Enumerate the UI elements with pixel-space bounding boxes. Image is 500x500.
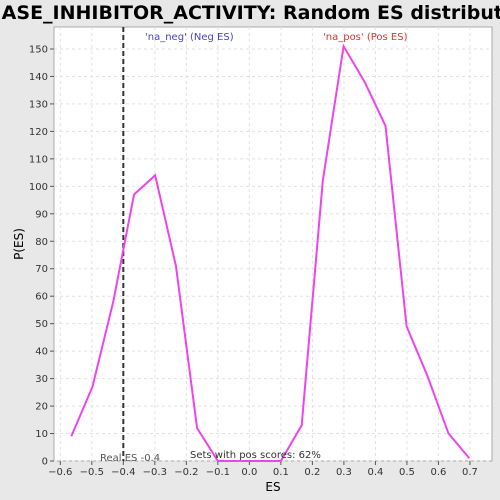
chart-title: KINASE_INHIBITOR_ACTIVITY: Random ES dis… xyxy=(0,2,500,24)
y-tick-label: 150 xyxy=(29,44,48,55)
y-tick-label: 40 xyxy=(35,347,48,358)
x-tick-label: 0.3 xyxy=(336,467,352,478)
neg-es-label: 'na_neg' (Neg ES) xyxy=(145,32,234,43)
grid-lines xyxy=(54,27,492,462)
y-axis-label: P(ES) xyxy=(12,228,26,260)
y-tick-label: 30 xyxy=(35,374,48,385)
y-tick-label: 130 xyxy=(29,99,48,110)
pos-scores-label: Sets with pos scores: 62% xyxy=(190,450,321,461)
y-axis: 0 10 20 30 40 50 60 70 80 90 100 110 120 130 140 150 xyxy=(29,44,54,468)
x-tick-label: 0.6 xyxy=(430,467,446,478)
x-tick-label: −0.2 xyxy=(174,467,198,478)
x-axis-label: ES xyxy=(265,480,280,494)
real-es-label: Real ES -0.4 xyxy=(100,453,160,464)
y-tick-label: 100 xyxy=(29,182,48,193)
plot-area xyxy=(53,26,493,462)
x-tick-label: −0.6 xyxy=(48,467,72,478)
x-tick-label: −0.1 xyxy=(206,467,230,478)
x-tick-label: 0.1 xyxy=(273,467,289,478)
pos-es-label: 'na_pos' (Pos ES) xyxy=(323,32,408,43)
x-tick-label: 0.0 xyxy=(241,467,257,478)
y-tick-label: 60 xyxy=(35,292,48,303)
y-tick-label: 120 xyxy=(29,127,48,138)
x-tick-label: −0.4 xyxy=(111,467,135,478)
y-tick-label: 50 xyxy=(35,319,48,330)
x-tick-label: −0.3 xyxy=(143,467,167,478)
x-tick-label: 0.4 xyxy=(367,467,383,478)
x-tick-label: −0.5 xyxy=(80,467,104,478)
y-tick-label: 90 xyxy=(35,209,48,220)
y-tick-label: 70 xyxy=(35,264,48,275)
y-tick-label: 0 xyxy=(42,457,48,468)
y-tick-label: 10 xyxy=(35,429,48,440)
x-tick-label: 0.5 xyxy=(399,467,415,478)
y-tick-label: 20 xyxy=(35,402,48,413)
es-series-line xyxy=(70,43,471,462)
y-tick-label: 110 xyxy=(29,154,48,165)
x-tick-label: 0.2 xyxy=(304,467,320,478)
x-axis: −0.6 −0.5 −0.4 −0.3 −0.2 −0.1 0.0 0.1 0.2 0.3 0.4 0… xyxy=(48,461,478,478)
y-tick-label: 140 xyxy=(29,72,48,83)
y-tick-label: 80 xyxy=(35,237,48,248)
x-tick-label: 0.7 xyxy=(462,467,478,478)
